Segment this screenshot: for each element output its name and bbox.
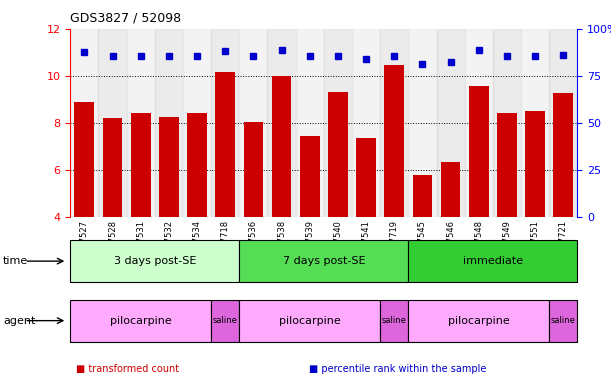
Bar bbox=[469, 86, 489, 217]
Bar bbox=[187, 114, 207, 217]
Bar bbox=[70, 240, 240, 282]
Bar bbox=[159, 117, 179, 217]
Bar bbox=[268, 29, 296, 217]
Text: saline: saline bbox=[382, 316, 407, 325]
Bar bbox=[441, 162, 461, 217]
Bar bbox=[352, 29, 380, 217]
Text: ■ transformed count: ■ transformed count bbox=[76, 364, 180, 374]
Bar bbox=[296, 29, 324, 217]
Bar bbox=[75, 102, 94, 217]
Bar bbox=[412, 175, 433, 217]
Text: 7 days post-SE: 7 days post-SE bbox=[282, 256, 365, 266]
Bar bbox=[240, 240, 408, 282]
Bar bbox=[211, 300, 240, 342]
Bar bbox=[356, 138, 376, 217]
Bar bbox=[70, 29, 98, 217]
Bar bbox=[525, 111, 545, 217]
Bar bbox=[215, 72, 235, 217]
Text: pilocarpine: pilocarpine bbox=[279, 316, 340, 326]
Bar bbox=[549, 300, 577, 342]
Bar bbox=[408, 300, 549, 342]
Bar bbox=[493, 29, 521, 217]
Text: saline: saline bbox=[213, 316, 238, 325]
Bar bbox=[554, 93, 573, 217]
Bar bbox=[380, 29, 408, 217]
Text: 3 days post-SE: 3 days post-SE bbox=[114, 256, 196, 266]
Bar bbox=[244, 122, 263, 217]
Bar bbox=[70, 300, 211, 342]
Text: pilocarpine: pilocarpine bbox=[110, 316, 172, 326]
Text: immediate: immediate bbox=[463, 256, 523, 266]
Bar bbox=[211, 29, 240, 217]
Bar bbox=[465, 29, 493, 217]
Bar bbox=[497, 114, 517, 217]
Bar bbox=[324, 29, 352, 217]
Text: agent: agent bbox=[3, 316, 35, 326]
Bar bbox=[384, 65, 404, 217]
Bar bbox=[126, 29, 155, 217]
Text: ■ percentile rank within the sample: ■ percentile rank within the sample bbox=[309, 364, 486, 374]
Text: pilocarpine: pilocarpine bbox=[448, 316, 510, 326]
Bar bbox=[436, 29, 465, 217]
Bar bbox=[272, 76, 291, 217]
Bar bbox=[183, 29, 211, 217]
Bar bbox=[408, 240, 577, 282]
Bar bbox=[103, 118, 122, 217]
Bar bbox=[240, 29, 268, 217]
Bar bbox=[328, 92, 348, 217]
Text: saline: saline bbox=[551, 316, 576, 325]
Bar bbox=[521, 29, 549, 217]
Bar bbox=[240, 300, 380, 342]
Bar bbox=[549, 29, 577, 217]
Bar bbox=[98, 29, 126, 217]
Bar bbox=[300, 136, 320, 217]
Text: time: time bbox=[3, 256, 28, 266]
Bar bbox=[155, 29, 183, 217]
Bar bbox=[380, 300, 408, 342]
Bar bbox=[131, 114, 150, 217]
Text: GDS3827 / 52098: GDS3827 / 52098 bbox=[70, 12, 181, 25]
Bar bbox=[408, 29, 436, 217]
